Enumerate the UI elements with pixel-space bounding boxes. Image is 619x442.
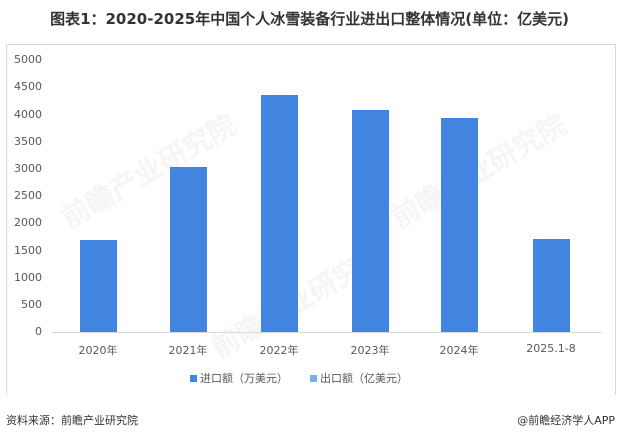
legend: 进口额（万美元） 出口额（亿美元） xyxy=(190,370,408,386)
y-tick: 500 xyxy=(21,298,42,311)
legend-item-import[interactable]: 进口额（万美元） xyxy=(190,370,288,386)
source-note: 资料来源：前瞻产业研究院 xyxy=(6,414,138,427)
credit-note: @前瞻经济学人APP xyxy=(517,414,615,427)
y-tick: 1000 xyxy=(14,271,42,284)
bar-import xyxy=(533,238,570,332)
x-tick: 2025.1-8 xyxy=(526,342,576,355)
legend-label: 出口额（亿美元） xyxy=(320,372,408,385)
y-tick: 0 xyxy=(35,325,42,338)
y-tick: 2000 xyxy=(14,216,42,229)
x-tick: 2022年 xyxy=(259,344,299,357)
y-tick: 3500 xyxy=(14,135,42,148)
x-tick: 2023年 xyxy=(350,344,390,357)
bar-import xyxy=(80,240,117,332)
y-tick: 4500 xyxy=(14,80,42,93)
x-tick: 2024年 xyxy=(439,344,479,357)
legend-label: 进口额（万美元） xyxy=(200,372,288,385)
legend-item-export[interactable]: 出口额（亿美元） xyxy=(310,370,408,386)
bar-import xyxy=(170,167,207,332)
y-tick: 4000 xyxy=(14,108,42,121)
chart-frame xyxy=(6,44,616,395)
y-tick: 1500 xyxy=(14,244,42,257)
y-tick: 3000 xyxy=(14,162,42,175)
chart-title: 图表1：2020-2025年中国个人冰雪装备行业进出口整体情况(单位：亿美元) xyxy=(50,10,569,28)
bar-import xyxy=(261,94,298,332)
legend-swatch-icon xyxy=(310,374,317,382)
bar-import xyxy=(352,110,389,332)
x-axis-line xyxy=(52,332,602,333)
x-tick: 2021年 xyxy=(168,344,208,357)
x-tick: 2020年 xyxy=(78,344,118,357)
y-tick: 5000 xyxy=(14,53,42,66)
y-tick: 2500 xyxy=(14,189,42,202)
legend-swatch-icon xyxy=(190,374,197,382)
bar-import xyxy=(441,118,478,332)
